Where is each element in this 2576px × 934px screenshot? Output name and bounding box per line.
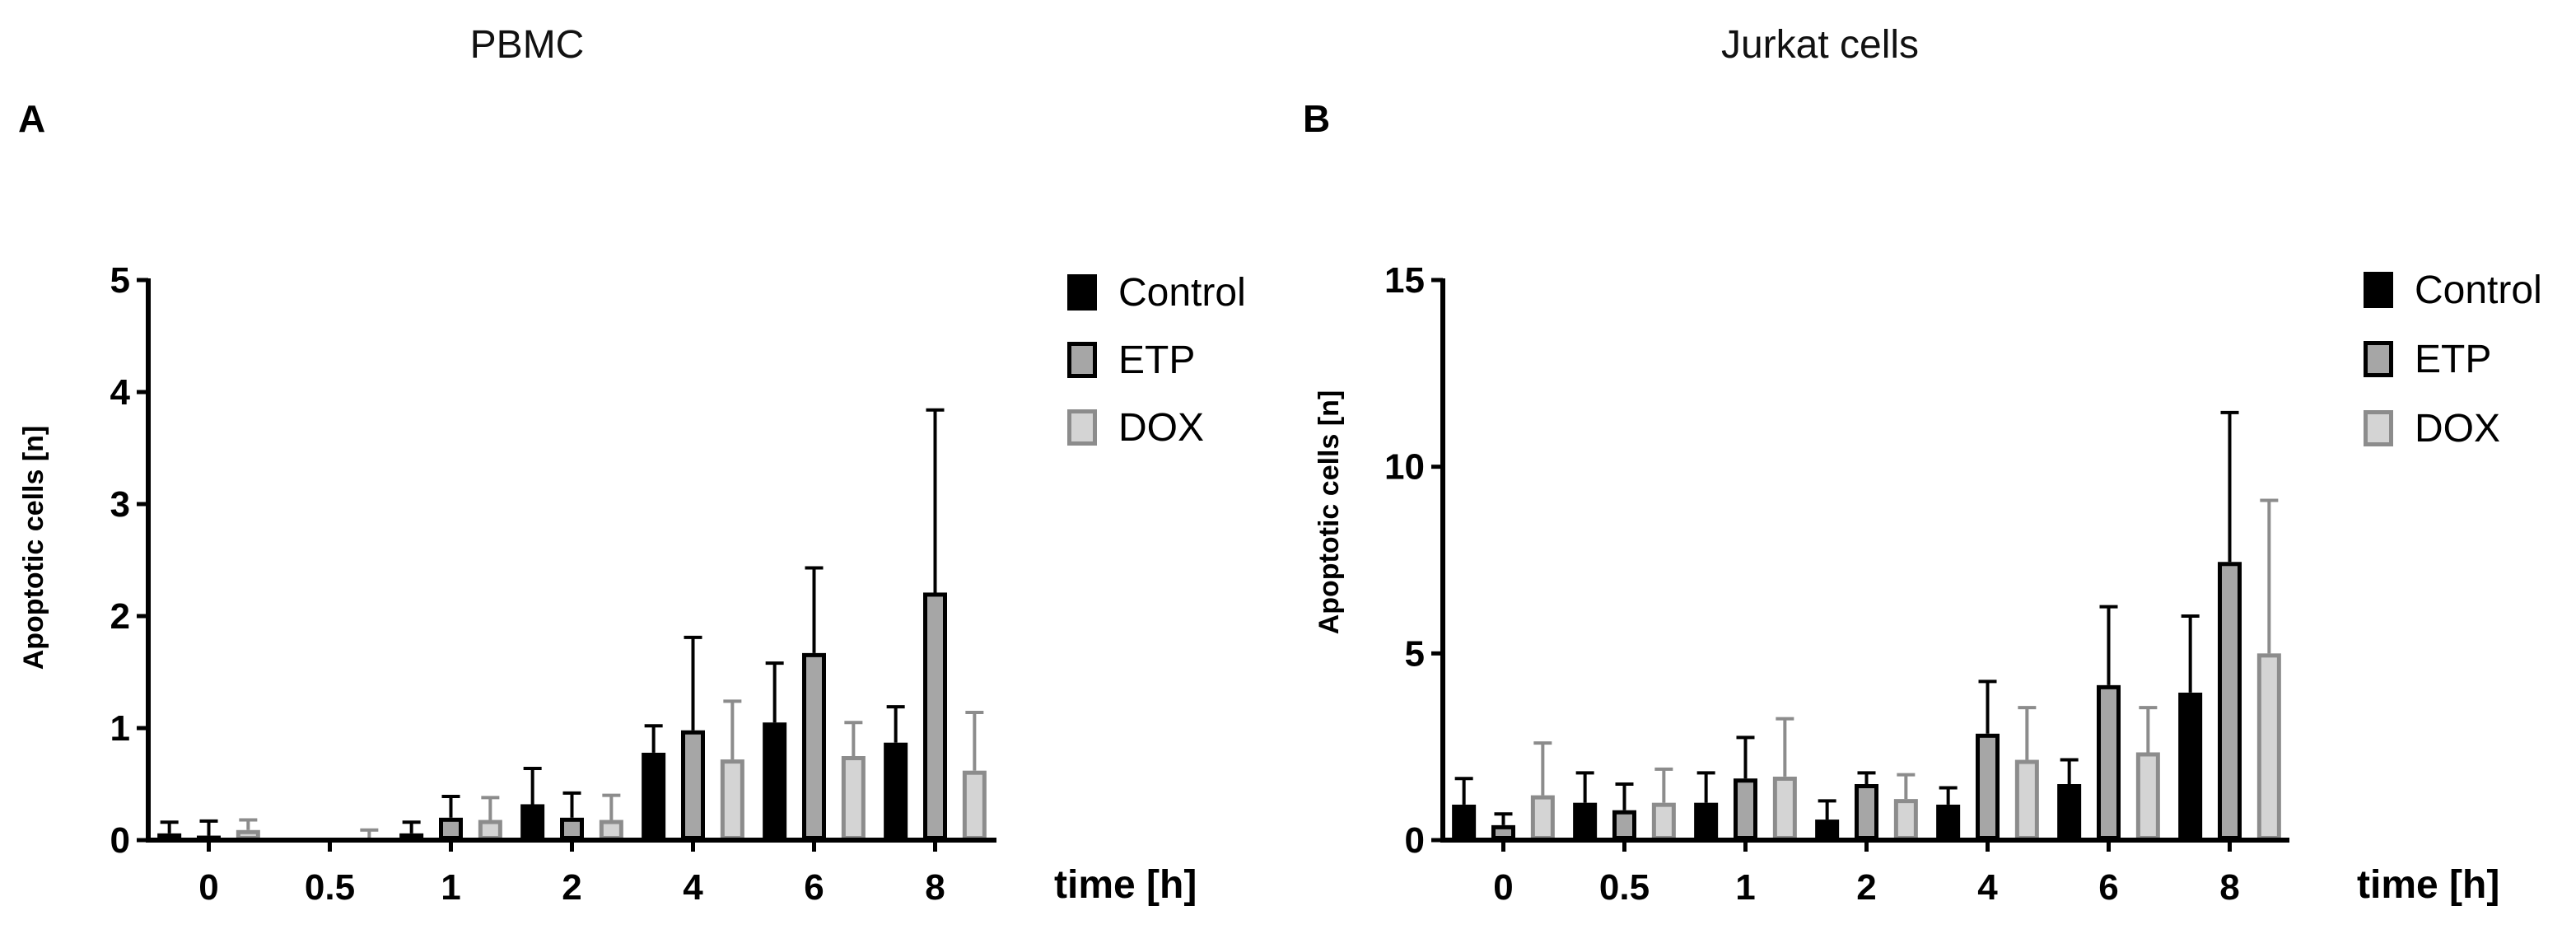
legend-label-dox: DOX [1118,406,1204,450]
bar-dox-1 [1772,776,1797,841]
y-tick-label: 10 [1384,447,1425,488]
bar-control-1 [399,833,424,840]
bar-control-0.5 [1573,802,1598,840]
bar-control-6 [2057,784,2082,840]
x-tick-label: 2 [1856,867,1876,908]
x-tick-label: 1 [1735,867,1755,908]
bar-dox-2 [1893,799,1918,841]
y-tick-label: 1 [110,708,130,749]
x-axis-title-jurkat: time [h] [2357,863,2499,907]
x-tick-label: 6 [2098,867,2118,908]
bar-control-6 [763,722,787,840]
bar-etp-6 [802,652,826,840]
legend-swatch-dox [2364,410,2393,446]
legend-label-control: Control [1118,271,1246,315]
bar-dox-2 [599,820,623,841]
panel-letter-a: A [18,97,45,140]
y-tick-label: 0 [110,820,130,861]
x-tick-label: 0.5 [305,867,355,908]
bar-etp-8 [923,592,947,840]
bar-etp-4 [1976,733,2000,840]
x-tick-label: 6 [804,867,824,908]
legend-swatch-dox [1067,409,1097,446]
bar-control-1 [1694,802,1719,840]
bar-control-0 [1452,804,1477,840]
bar-dox-6 [2135,752,2160,841]
x-axis-ticks-jurkat: 0 0.5 1 2 4 6 8 [1493,840,2240,908]
y-tick-label: 4 [110,372,131,413]
legend-swatch-etp [1067,342,1097,378]
y-tick-label: 0 [1405,820,1425,861]
legend-swatch-etp [2364,341,2393,377]
bar-dox-4 [2014,759,2039,840]
bar-etp-4 [681,730,705,840]
y-tick-label: 2 [110,596,130,637]
chart-title-jurkat: Jurkat cells [1721,23,1919,67]
bar-etp-6 [2097,684,2121,840]
y-axis-ticks-jurkat: 0 5 10 15 [1384,260,1443,861]
y-axis-title-pbmc: Apoptotic cells [n] [18,426,49,670]
x-tick-label: 8 [925,867,945,908]
bar-dox-8 [962,770,987,840]
panel-b: Jurkat cells B Apoptotic cells [n] time … [1303,23,2542,908]
x-tick-label: 0.5 [1599,867,1650,908]
axes-pbmc [146,278,996,843]
bars-pbmc [157,408,987,841]
axes-jurkat [1440,278,2289,843]
bar-dox-6 [841,756,866,840]
bar-control-0 [157,833,182,840]
y-tick-label: 5 [1405,633,1425,674]
bar-dox-4 [720,759,744,841]
bar-control-2 [1815,820,1840,840]
bar-etp-1 [439,817,463,840]
panel-a: PBMC A Apoptotic cells [n] time [h] 0 1 2 3… [18,23,1246,908]
bar-etp-1 [1734,778,1757,841]
y-tick-label: 5 [110,260,130,301]
bar-control-2 [520,804,545,840]
y-axis-title-jurkat: Apoptotic cells [n] [1314,390,1345,635]
bar-control-8 [2178,692,2203,840]
x-tick-label: 1 [441,867,460,908]
legend-swatch-control [1067,274,1097,311]
bar-dox-0 [1530,795,1555,840]
y-axis-ticks-pbmc: 0 1 2 3 4 5 [110,260,148,861]
y-tick-label: 15 [1384,260,1425,301]
bars-jurkat [1452,410,2281,841]
legend-pbmc: Control ETP DOX [1067,271,1246,450]
bar-dox-1 [478,820,502,841]
legend-label-etp: ETP [2415,338,2491,381]
x-tick-label: 4 [1977,867,1998,908]
legend-swatch-control [2364,272,2393,308]
bar-dox-0.5 [1651,802,1676,841]
x-tick-label: 2 [562,867,581,908]
bar-etp-2 [560,817,584,840]
bar-etp-0.5 [1612,810,1636,841]
y-tick-label: 3 [110,484,130,525]
legend-label-dox: DOX [2415,407,2500,451]
panel-letter-b: B [1303,97,1330,140]
bar-control-4 [642,752,666,840]
legend-label-control: Control [2415,269,2542,312]
bar-control-4 [1936,804,1961,840]
bar-dox-8 [2256,653,2281,840]
x-axis-title-pbmc: time [h] [1054,863,1197,907]
bar-etp-8 [2218,562,2242,840]
x-tick-label: 0 [1493,867,1513,908]
x-tick-label: 4 [683,867,703,908]
bar-control-8 [884,742,908,840]
bar-etp-0 [1491,824,1515,840]
x-tick-label: 0 [198,867,218,908]
x-axis-ticks-pbmc: 0 0.5 1 2 4 6 8 [198,840,945,908]
bar-dox-0 [236,829,260,841]
x-tick-label: 8 [2219,867,2239,908]
chart-title-pbmc: PBMC [470,23,585,67]
bar-etp-2 [1855,784,1878,840]
legend-label-etp: ETP [1118,339,1195,382]
legend-jurkat: Control ETP DOX [2364,269,2542,451]
